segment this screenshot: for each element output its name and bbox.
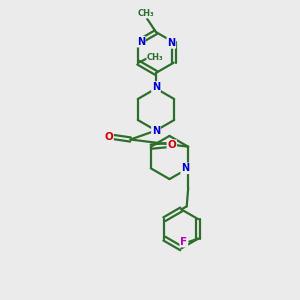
Text: N: N xyxy=(152,126,160,136)
Text: CH₃: CH₃ xyxy=(137,9,154,18)
Text: O: O xyxy=(167,140,176,150)
Text: O: O xyxy=(104,132,113,142)
Text: CH₃: CH₃ xyxy=(147,53,164,62)
Text: N: N xyxy=(137,37,145,47)
Text: N: N xyxy=(152,82,160,92)
Text: F: F xyxy=(180,237,188,247)
Text: N: N xyxy=(181,163,189,173)
Text: N: N xyxy=(167,38,175,48)
